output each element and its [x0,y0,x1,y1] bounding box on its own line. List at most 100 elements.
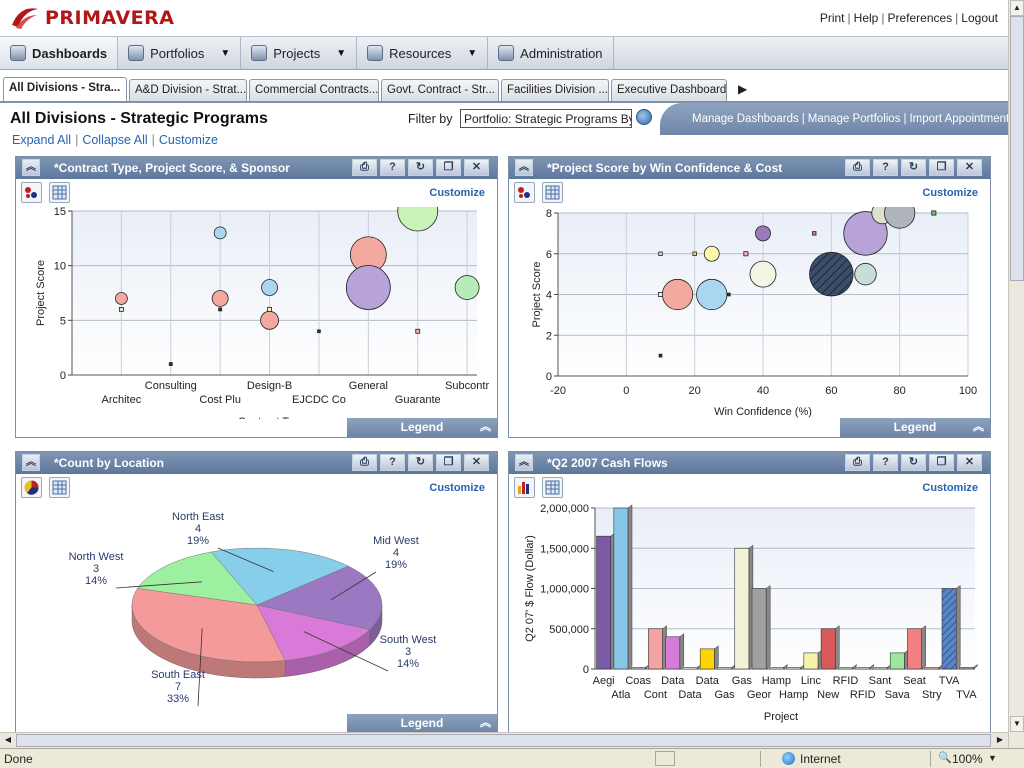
bar[interactable] [907,628,922,670]
bar-chart-icon[interactable] [514,477,535,498]
bubble-point[interactable] [755,225,771,242]
maximize-icon[interactable]: ❐ [436,159,461,176]
bar[interactable] [872,667,888,670]
nav-administration[interactable]: Administration [488,37,614,69]
pie-slice[interactable] [131,588,286,663]
bubble-point[interactable] [218,307,223,312]
table-view-icon[interactable] [49,182,70,203]
refresh-icon[interactable]: ↻ [901,454,926,471]
close-icon[interactable]: ✕ [957,159,982,176]
scroll-down-icon[interactable]: ▼ [1010,716,1024,732]
refresh-icon[interactable]: ↻ [408,454,433,471]
bubble-chart-icon[interactable] [21,182,42,203]
tab-scroll-right-icon[interactable]: ▶ [738,82,748,96]
nav-resources[interactable]: Resources ▼ [357,37,489,69]
bubble-point[interactable] [931,210,937,216]
bubble-point[interactable] [726,292,731,297]
bar[interactable] [596,535,612,670]
legend-toggle[interactable]: Legend ︽ [347,418,497,437]
refresh-icon[interactable]: ↻ [408,159,433,176]
print-icon[interactable]: ⎙ [352,159,377,176]
bubble-point[interactable] [397,207,439,232]
bar[interactable] [665,636,681,670]
bubble-point[interactable] [213,226,227,240]
toplink-help[interactable]: Help [853,11,879,25]
zoom-icon[interactable]: 🔍 [938,752,952,764]
bubble-point[interactable] [692,251,697,256]
filter-select[interactable]: Portfolio: Strategic Programs By [460,109,632,128]
collapse-all-link[interactable]: Collapse All [82,133,148,147]
bar[interactable] [682,667,698,670]
bar[interactable] [734,547,750,670]
bubble-point[interactable] [454,275,480,300]
nav-portfolios[interactable]: Portfolios ▼ [118,37,242,69]
customize-link[interactable]: Customize [922,482,978,494]
horizontal-scrollbar[interactable]: ◀ ▶ [0,732,1008,748]
table-view-icon[interactable] [542,477,563,498]
bar[interactable] [941,588,957,670]
collapse-icon[interactable]: ︽ [22,454,40,471]
toplink-logout[interactable]: Logout [961,11,998,25]
help-icon[interactable]: ? [380,159,405,176]
refresh-icon[interactable]: ↻ [901,159,926,176]
bar[interactable] [786,667,802,670]
dashboard-tab[interactable]: Facilities Division ... [501,79,609,101]
bubble-point[interactable] [345,265,391,310]
customize-link[interactable]: Customize [429,187,485,199]
print-icon[interactable]: ⎙ [352,454,377,471]
bar[interactable] [751,588,767,670]
print-icon[interactable]: ⎙ [845,454,870,471]
bar[interactable] [924,667,940,670]
nav-dashboards[interactable]: Dashboards [0,37,119,69]
bubble-point[interactable] [211,290,229,307]
bubble-point[interactable] [118,307,124,312]
pie-slice[interactable] [256,604,371,661]
manage-portfolios-link[interactable]: Manage Portfolios [807,113,901,125]
legend-toggle[interactable]: Legend ︽ [840,418,990,437]
close-icon[interactable]: ✕ [957,454,982,471]
customize-link[interactable]: Customize [158,133,218,147]
chevron-down-icon[interactable]: ▼ [220,47,231,59]
bubble-chart-icon[interactable] [514,182,535,203]
bar[interactable] [717,667,732,670]
scroll-up-icon[interactable]: ▲ [1010,0,1024,16]
bubble-point[interactable] [703,245,720,262]
bar[interactable] [648,628,663,670]
toplink-preferences[interactable]: Preferences [887,11,953,25]
chevron-down-icon[interactable]: ▼ [336,47,347,59]
bar[interactable] [855,667,871,670]
legend-toggle[interactable]: Legend ︽ [347,714,497,733]
bubble-point[interactable] [696,278,728,311]
maximize-icon[interactable]: ❐ [929,159,954,176]
zoom-level[interactable]: 100% [952,752,983,766]
manage-dashboards-link[interactable]: Manage Dashboards [692,113,799,125]
dashboard-tab[interactable]: A&D Division - Strat... [129,79,247,101]
dashboard-tab[interactable]: Executive Dashboard [611,79,727,101]
close-icon[interactable]: ✕ [464,159,489,176]
close-icon[interactable]: ✕ [464,454,489,471]
collapse-icon[interactable]: ︽ [515,454,533,471]
zoom-dropdown-icon[interactable]: ▼ [988,753,997,763]
dashboard-tab[interactable]: Commercial Contracts... [249,79,379,101]
bar[interactable] [699,648,715,670]
table-view-icon[interactable] [49,477,70,498]
scroll-right-icon[interactable]: ▶ [996,735,1004,744]
bubble-point[interactable] [809,251,854,297]
bubble-point[interactable] [658,251,663,256]
bubble-point[interactable] [743,251,749,257]
bar[interactable] [630,667,646,670]
bar[interactable] [820,628,836,670]
bar[interactable] [803,652,819,670]
vertical-scrollbar[interactable]: ▲ ▼ [1008,0,1024,748]
pie-slice[interactable] [137,551,258,606]
pie-chart-icon[interactable] [21,477,42,498]
customize-link[interactable]: Customize [429,482,485,494]
table-view-icon[interactable] [542,182,563,203]
expand-all-link[interactable]: Expand All [12,133,72,147]
nav-projects[interactable]: Projects ▼ [241,37,358,69]
bubble-point[interactable] [260,310,279,330]
bubble-point[interactable] [661,278,694,311]
chevron-down-icon[interactable]: ▼ [467,47,478,59]
scroll-thumb[interactable] [16,734,991,747]
bar[interactable] [889,652,905,670]
